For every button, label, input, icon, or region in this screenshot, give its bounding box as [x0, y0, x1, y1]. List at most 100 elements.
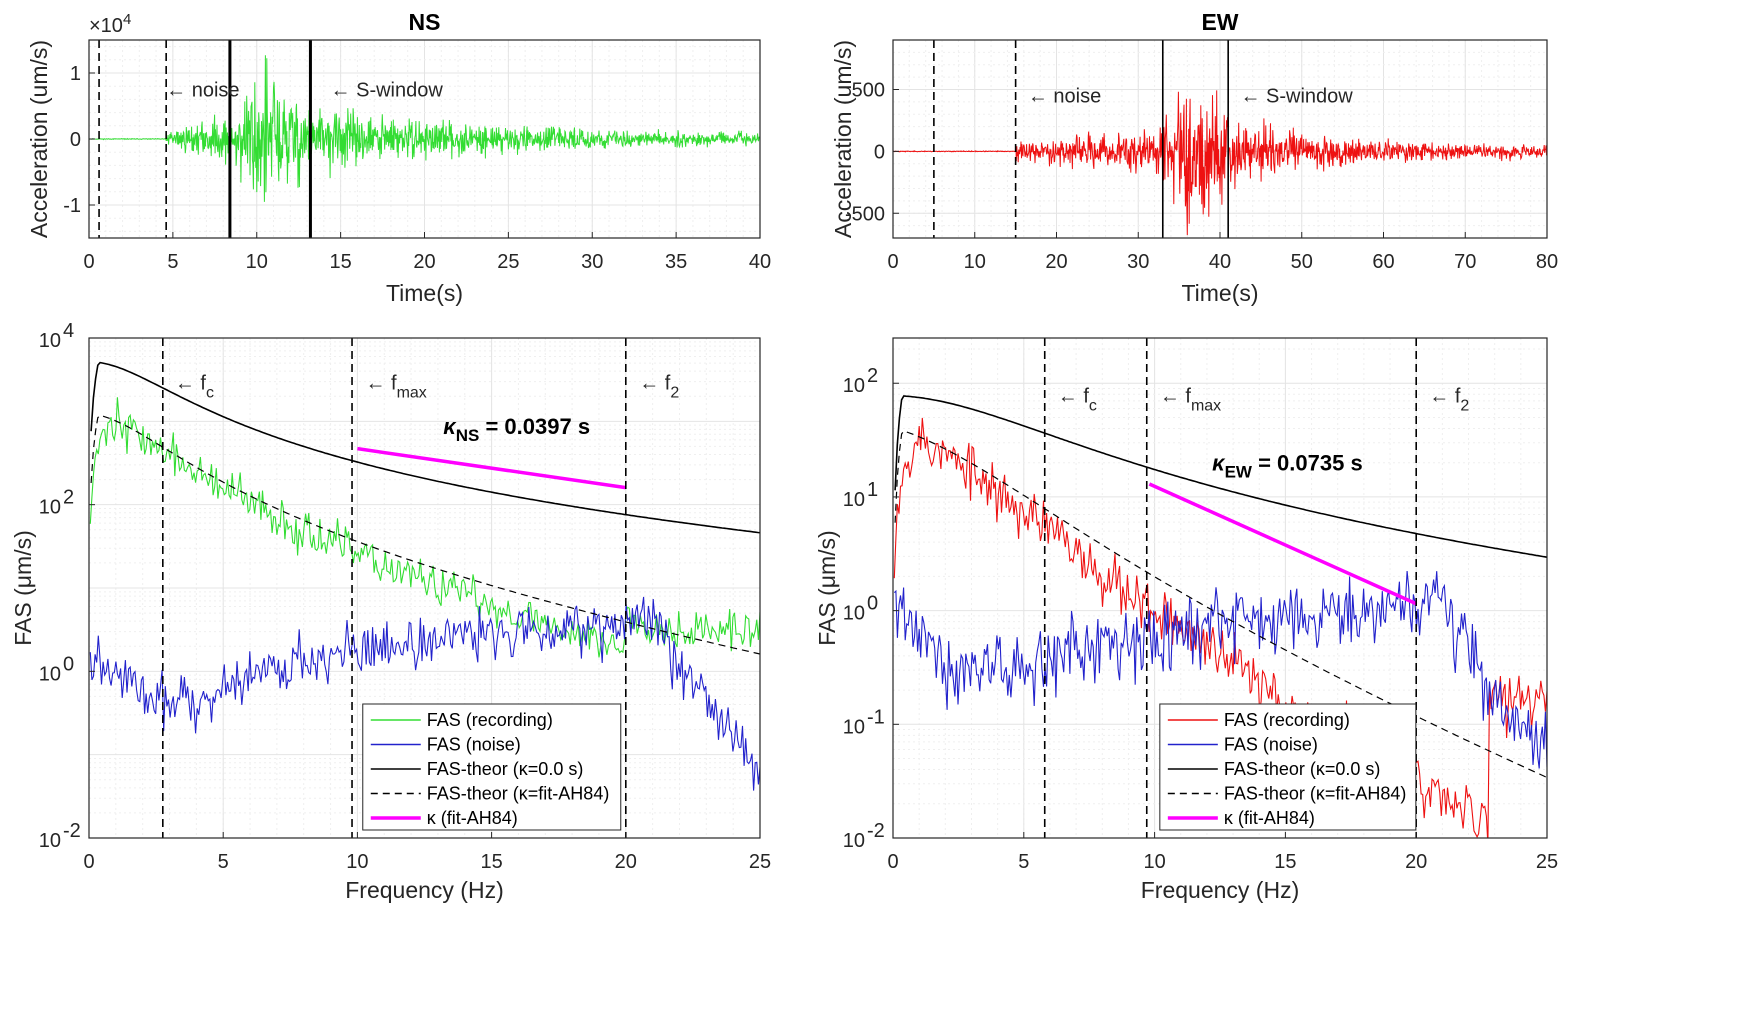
kappa-value: = 0.0397 s	[479, 414, 590, 439]
y-tick-exponent: 0	[63, 653, 74, 675]
y-tick-label: 10	[39, 330, 61, 352]
frequency-annotation-subscript: 2	[1460, 397, 1469, 414]
y-tick-label: 10	[39, 663, 61, 685]
y-tick-label: -500	[845, 203, 885, 225]
x-axis-label: Time(s)	[386, 280, 463, 306]
frequency-annotation-subscript: c	[206, 385, 214, 402]
y-tick-label: 0	[874, 141, 885, 163]
plot-area	[89, 361, 760, 791]
theoretical-spectrum-fit	[894, 430, 1547, 779]
y-tick-label: 500	[852, 80, 885, 102]
x-tick-label: 20	[1405, 851, 1427, 873]
x-tick-label: 70	[1454, 251, 1476, 273]
x-tick-label: 10	[964, 251, 986, 273]
x-tick-label: 50	[1291, 251, 1313, 273]
legend-label: FAS (recording)	[1224, 710, 1350, 730]
x-tick-label: 0	[887, 251, 898, 273]
legend-label: FAS (noise)	[427, 735, 521, 755]
noise-spectrum	[89, 596, 760, 791]
y-tick-label: 10	[39, 497, 61, 519]
x-tick-label: 20	[615, 851, 637, 873]
x-tick-label: 5	[1018, 851, 1029, 873]
theoretical-spectrum-kappa0	[90, 361, 760, 534]
frequency-annotation: ← f2	[1429, 385, 1469, 414]
ns_time-panel: ← noise ← S-window 0 5 10 15 20 25 30 35 40 -1 0 1 NS T…	[26, 9, 771, 306]
legend-label: κ (fit-AH84)	[1224, 808, 1315, 828]
ew_time-panel: ← noise ← S-window 0 10 20 30 40 50 60 70 80 -500 0 5…	[830, 9, 1558, 306]
y-axis-label: FAS (μm/s)	[10, 530, 36, 645]
plot-area	[893, 395, 1547, 838]
panel-title: NS	[409, 9, 441, 35]
kappa-fit-line	[1148, 482, 1417, 606]
y-tick-label: 10	[843, 375, 865, 397]
x-tick-label: 20	[1045, 251, 1067, 273]
recording-spectrum	[89, 397, 760, 658]
x-tick-label: 0	[83, 251, 94, 273]
legend-label: FAS (recording)	[427, 710, 553, 730]
legend-label: FAS-theor (κ=0.0 s)	[427, 759, 584, 779]
y-tick-label: 10	[843, 830, 865, 852]
y-tick-label: 10	[39, 830, 61, 852]
x-tick-label: 30	[1127, 251, 1149, 273]
frequency-annotation-subscript: c	[1089, 397, 1097, 414]
kappa-value: = 0.0735 s	[1252, 451, 1363, 476]
legend-box	[362, 703, 622, 831]
frequency-annotation: ← fc	[1058, 385, 1097, 414]
x-tick-label: 15	[1274, 851, 1296, 873]
kappa-label: κNS = 0.0397 s	[443, 414, 590, 445]
y-tick-exponent: -1	[867, 706, 885, 728]
x-tick-label: 25	[1536, 851, 1558, 873]
x-tick-label: 5	[167, 251, 178, 273]
frequency-annotation: ← f2	[639, 373, 679, 402]
legend-label: FAS (noise)	[1224, 735, 1318, 755]
legend-label: FAS-theor (κ=fit-AH84)	[1224, 784, 1407, 804]
y-tick-exponent: 4	[63, 320, 74, 342]
panel-title: EW	[1201, 9, 1238, 35]
legend-label: FAS-theor (κ=fit-AH84)	[427, 784, 610, 804]
y-tick-label: 0	[70, 129, 81, 151]
exponent-label: ×104	[89, 11, 131, 37]
y-axis-label: Acceleration (um/s)	[26, 40, 52, 238]
axes-frame	[88, 337, 761, 839]
theoretical-spectrum-kappa0	[894, 395, 1547, 558]
noise-annotation: ← noise	[1028, 86, 1101, 108]
noise-annotation: ← noise	[166, 80, 239, 102]
exponent-power: 4	[123, 11, 131, 28]
recording-trace	[88, 55, 761, 202]
x-tick-label: 5	[218, 851, 229, 873]
y-tick-label: -1	[63, 195, 81, 217]
y-tick-exponent: 1	[867, 479, 878, 501]
x-tick-label: 40	[1209, 251, 1231, 273]
frequency-annotation-subscript: max	[1191, 397, 1221, 414]
recording-spectrum	[893, 417, 1547, 838]
legend-label: κ (fit-AH84)	[427, 808, 518, 828]
x-tick-label: 0	[83, 851, 94, 873]
kappa-label-subscript: EW	[1225, 463, 1253, 482]
x-tick-label: 80	[1536, 251, 1558, 273]
y-tick-label: 1	[70, 63, 81, 85]
x-tick-label: 15	[330, 251, 352, 273]
theoretical-spectrum-fit	[90, 414, 760, 655]
x-tick-label: 10	[346, 851, 368, 873]
frequency-annotation: ← fmax	[365, 373, 426, 402]
y-tick-exponent: 0	[867, 593, 878, 615]
y-tick-exponent: -2	[63, 820, 81, 842]
y-axis-label: Acceleration (um/s)	[830, 40, 856, 238]
x-tick-label: 25	[749, 851, 771, 873]
legend: FAS (recording) FAS (noise) FAS-theor (κ=0…	[362, 703, 622, 831]
x-tick-label: 20	[413, 251, 435, 273]
x-axis-label: Frequency (Hz)	[345, 877, 503, 903]
x-tick-label: 25	[497, 251, 519, 273]
frequency-annotation-subscript: 2	[670, 385, 679, 402]
legend-label: FAS-theor (κ=0.0 s)	[1224, 759, 1381, 779]
y-tick-exponent: 2	[63, 487, 74, 509]
legend: FAS (recording) FAS (noise) FAS-theor (κ=0…	[1159, 703, 1417, 831]
y-tick-label: 10	[843, 716, 865, 738]
kappa-fit-line	[357, 446, 627, 490]
s-window-annotation: ← S-window	[331, 80, 444, 102]
y-tick-exponent: 2	[867, 365, 878, 387]
x-tick-label: 40	[749, 251, 771, 273]
x-tick-label: 60	[1372, 251, 1394, 273]
